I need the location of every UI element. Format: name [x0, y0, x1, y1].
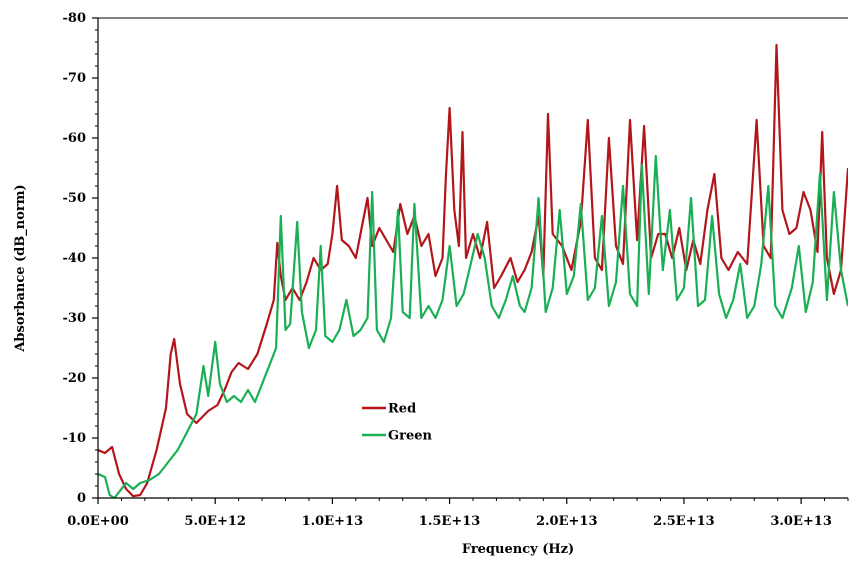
x-tick-label: 5.0E+12 — [184, 514, 246, 529]
legend-label-green: Green — [388, 429, 432, 444]
y-tick-label: -80 — [63, 11, 87, 26]
x-tick-label: 1.0E+13 — [302, 514, 364, 529]
y-tick-label: -60 — [63, 131, 87, 146]
y-tick-label: -30 — [63, 311, 87, 326]
x-tick-label: 2.0E+13 — [536, 514, 598, 529]
y-tick-label: -50 — [63, 191, 87, 206]
x-axis-title: Frequency (Hz) — [462, 542, 574, 557]
y-axis-title: Absorbance (dB_norm) — [13, 184, 28, 352]
x-tick-label: 0.0E+00 — [67, 514, 129, 529]
series-line-green — [98, 154, 848, 498]
y-tick-label: -20 — [63, 371, 87, 386]
y-tick-label: -40 — [63, 251, 87, 266]
x-tick-label: 3.0E+13 — [770, 514, 832, 529]
legend-label-red: Red — [388, 402, 416, 417]
y-tick-label: -10 — [63, 431, 87, 446]
axes-layer: 0 -10 -20 -30 -40 -50 -60 -70 -80 0.0E+00 5.0E+12 1… — [63, 11, 849, 529]
legend: Red Green — [362, 402, 432, 444]
x-tick-label: 1.5E+13 — [419, 514, 481, 529]
series-layer — [98, 43, 848, 498]
x-tick-label: 2.5E+13 — [653, 514, 715, 529]
y-tick-label: 0 — [77, 491, 86, 506]
series-line-red — [98, 43, 848, 498]
y-tick-label: -70 — [63, 71, 87, 86]
